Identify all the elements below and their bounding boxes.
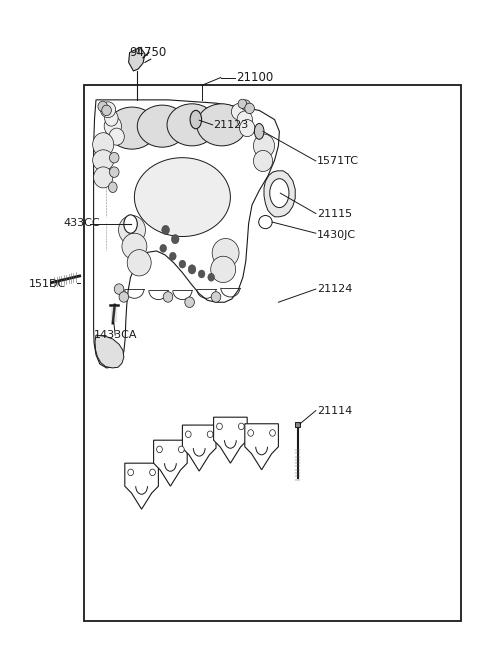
Ellipse shape xyxy=(248,430,253,436)
Polygon shape xyxy=(129,47,145,71)
Text: 151DC: 151DC xyxy=(29,279,66,289)
Ellipse shape xyxy=(270,430,276,436)
Ellipse shape xyxy=(185,297,194,307)
Polygon shape xyxy=(125,463,158,509)
Ellipse shape xyxy=(190,110,202,129)
Ellipse shape xyxy=(240,120,255,137)
Ellipse shape xyxy=(93,150,114,171)
Ellipse shape xyxy=(163,292,173,302)
Ellipse shape xyxy=(156,446,162,453)
Ellipse shape xyxy=(94,167,113,188)
Text: 21123: 21123 xyxy=(214,120,249,130)
Text: 94750: 94750 xyxy=(130,46,167,59)
Text: 1430JC: 1430JC xyxy=(317,230,356,240)
Ellipse shape xyxy=(128,469,133,476)
Ellipse shape xyxy=(207,431,213,438)
Ellipse shape xyxy=(211,292,221,302)
Ellipse shape xyxy=(231,103,249,120)
Ellipse shape xyxy=(137,105,187,147)
Polygon shape xyxy=(295,422,300,427)
Polygon shape xyxy=(154,440,187,486)
Ellipse shape xyxy=(114,284,124,294)
Text: 21114: 21114 xyxy=(317,405,352,416)
Ellipse shape xyxy=(270,179,289,208)
Ellipse shape xyxy=(211,256,236,283)
Polygon shape xyxy=(264,171,295,217)
Ellipse shape xyxy=(238,99,247,108)
Ellipse shape xyxy=(124,215,137,233)
Polygon shape xyxy=(95,335,124,368)
Ellipse shape xyxy=(185,431,191,438)
Ellipse shape xyxy=(127,250,151,276)
Ellipse shape xyxy=(239,423,244,430)
Ellipse shape xyxy=(104,116,121,136)
Ellipse shape xyxy=(119,215,145,244)
Ellipse shape xyxy=(107,107,157,149)
Text: 1433CA: 1433CA xyxy=(94,330,138,340)
Ellipse shape xyxy=(102,105,111,116)
Ellipse shape xyxy=(98,101,108,112)
Ellipse shape xyxy=(212,238,239,267)
Text: 1571TC: 1571TC xyxy=(317,156,359,166)
Ellipse shape xyxy=(100,102,116,118)
Text: 21124: 21124 xyxy=(317,284,352,294)
Text: 21100: 21100 xyxy=(236,71,273,84)
Ellipse shape xyxy=(109,167,119,177)
Bar xyxy=(84,85,461,621)
Ellipse shape xyxy=(179,446,184,453)
Ellipse shape xyxy=(198,270,205,278)
Ellipse shape xyxy=(259,215,272,229)
Text: 433CC: 433CC xyxy=(63,218,100,229)
Ellipse shape xyxy=(241,100,251,110)
Ellipse shape xyxy=(122,233,147,260)
Ellipse shape xyxy=(208,273,215,281)
Ellipse shape xyxy=(150,469,156,476)
Ellipse shape xyxy=(253,150,273,171)
Ellipse shape xyxy=(109,128,124,145)
Ellipse shape xyxy=(162,225,169,235)
Ellipse shape xyxy=(119,292,129,302)
Ellipse shape xyxy=(160,244,167,252)
Polygon shape xyxy=(245,424,278,470)
Ellipse shape xyxy=(179,260,186,268)
Ellipse shape xyxy=(109,152,119,163)
Polygon shape xyxy=(214,417,247,463)
Ellipse shape xyxy=(169,252,176,260)
Polygon shape xyxy=(96,105,302,309)
Text: 21115: 21115 xyxy=(317,208,352,219)
Ellipse shape xyxy=(93,133,114,156)
Ellipse shape xyxy=(245,103,254,114)
Ellipse shape xyxy=(105,110,118,126)
Ellipse shape xyxy=(188,265,196,274)
Ellipse shape xyxy=(254,124,264,139)
Polygon shape xyxy=(94,100,279,368)
Ellipse shape xyxy=(197,104,247,146)
Polygon shape xyxy=(182,425,216,471)
Ellipse shape xyxy=(237,111,252,128)
Ellipse shape xyxy=(171,235,179,244)
Ellipse shape xyxy=(134,158,230,237)
Ellipse shape xyxy=(167,104,217,146)
Ellipse shape xyxy=(253,134,275,158)
Ellipse shape xyxy=(108,182,117,193)
Ellipse shape xyxy=(216,423,222,430)
